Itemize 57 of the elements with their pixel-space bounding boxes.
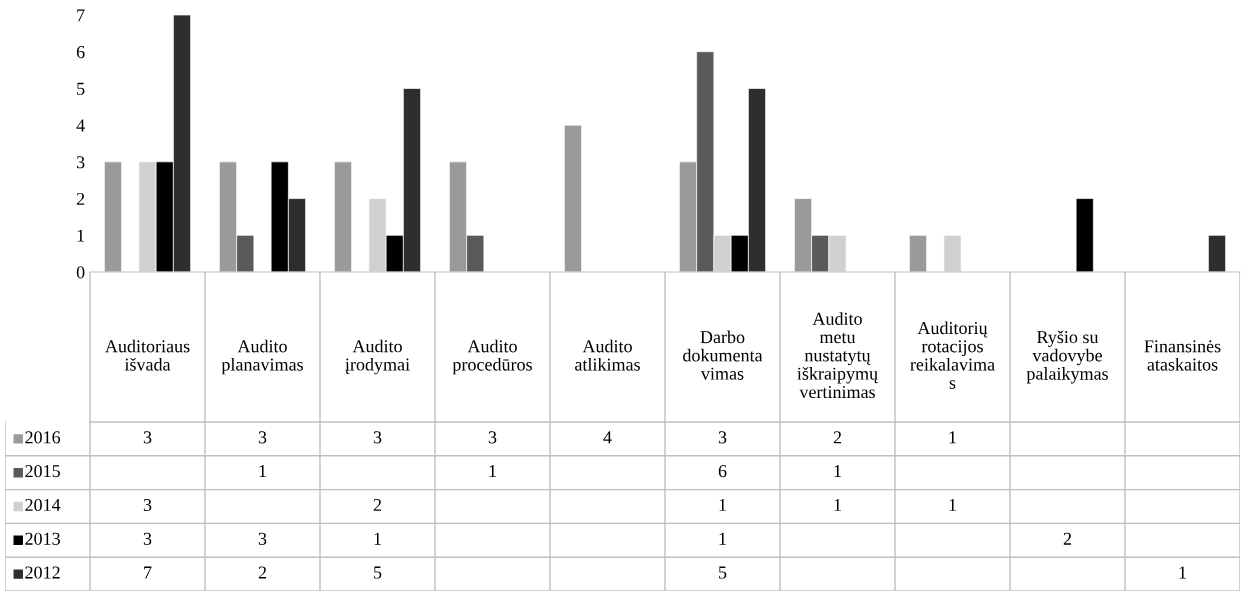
- x-tick-label: Audito metu nustatytų iškraipymų vertinimas: [797, 312, 879, 399]
- legend-label: 2015: [25, 465, 60, 478]
- x-tick-label: Auditoriaus išvada: [105, 339, 190, 371]
- data-label: 5: [374, 566, 382, 579]
- x-tick-label: Darbo dokumenta vimas: [683, 330, 763, 380]
- bar: [1208, 234, 1226, 272]
- data-label: 1: [374, 532, 381, 545]
- y-tick-label: 6: [76, 46, 85, 59]
- data-label: 5: [719, 566, 727, 579]
- x-tick-label: Audito planavimas: [221, 339, 303, 375]
- x-tick-label: Auditorių rotacijos reikalavima s: [910, 321, 995, 389]
- data-label: 2: [258, 566, 267, 579]
- data-label: 3: [258, 431, 267, 444]
- bar: [104, 161, 122, 272]
- data-label: 1: [719, 498, 726, 511]
- data-label: 3: [143, 431, 152, 444]
- x-tick-label: Audito įrodymai: [345, 339, 410, 375]
- legend-label: 2016: [25, 431, 61, 444]
- y-tick-label: 3: [76, 156, 85, 169]
- data-label: 4: [603, 431, 612, 444]
- bar: [943, 234, 962, 272]
- data-label: 7: [144, 566, 152, 579]
- data-label: 3: [373, 431, 382, 444]
- legend-label: 2012: [25, 566, 60, 579]
- y-tick-label: 4: [76, 119, 85, 132]
- data-label: 2: [1063, 532, 1072, 545]
- bar: [909, 234, 927, 272]
- data-label: 1: [949, 431, 956, 444]
- bar: [1075, 198, 1094, 272]
- data-label: 3: [718, 431, 727, 444]
- x-tick-label: Finansinės ataskaitos: [1144, 340, 1221, 371]
- x-tick-label: Audito procedūros: [452, 339, 532, 375]
- data-label: 3: [488, 431, 497, 444]
- data-label: 6: [718, 465, 727, 478]
- data-label: 1: [719, 532, 726, 545]
- data-label: 1: [834, 465, 841, 478]
- bar: [564, 124, 582, 272]
- data-label: 1: [1179, 566, 1186, 579]
- data-label: 3: [143, 498, 152, 512]
- x-tick-label: Ryšio su vadovybe palaikymas: [1026, 330, 1108, 384]
- data-label: 3: [143, 532, 152, 545]
- data-label: 2: [373, 498, 382, 511]
- y-tick-label: 1: [77, 229, 85, 242]
- data-label: 1: [489, 465, 496, 478]
- data-label: 1: [259, 465, 266, 478]
- data-label: 1: [834, 498, 841, 511]
- y-tick-label: 0: [76, 266, 85, 279]
- y-tick-label: 5: [77, 82, 85, 95]
- legend-label: 2013: [25, 532, 60, 545]
- x-tick-label: Audito atlikimas: [575, 339, 640, 371]
- y-tick-label: 2: [76, 192, 85, 205]
- data-label: 2: [833, 431, 842, 444]
- data-label: 1: [949, 498, 956, 511]
- y-tick-label: 7: [77, 9, 85, 22]
- data-label: 3: [258, 532, 267, 545]
- bar: [334, 161, 352, 272]
- legend-label: 2014: [25, 498, 61, 512]
